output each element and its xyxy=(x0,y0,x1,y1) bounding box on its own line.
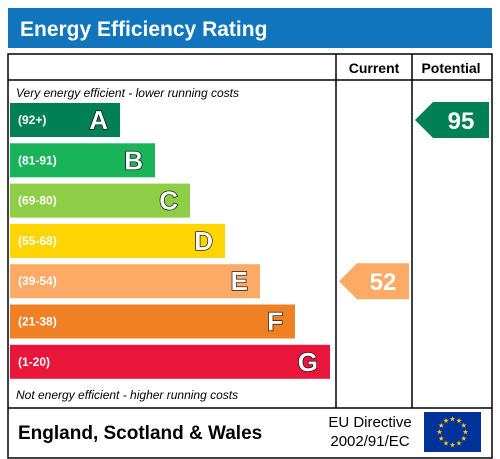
directive-line-1: EU Directive xyxy=(328,414,411,431)
band-letter-c: C xyxy=(159,186,178,216)
eu-star-icon xyxy=(438,422,444,428)
eu-star-icon xyxy=(443,417,449,424)
band-range-c: (69-80) xyxy=(18,194,57,208)
eu-star-icon xyxy=(449,442,456,448)
bottom-note: Not energy efficient - higher running co… xyxy=(16,388,238,402)
band-letter-b: B xyxy=(124,145,143,175)
current-score: 52 xyxy=(370,269,397,296)
top-note: Very energy efficient - lower running co… xyxy=(16,86,239,100)
band-letter-d: D xyxy=(194,226,213,256)
band-range-d: (55-68) xyxy=(18,234,57,248)
band-range-a: (92+) xyxy=(18,113,46,127)
eu-star-icon xyxy=(438,435,444,441)
band-bar-b xyxy=(10,143,155,178)
chart-frame xyxy=(7,53,493,459)
band-bar-c xyxy=(10,183,190,218)
band-range-f: (21-38) xyxy=(18,315,57,329)
band-bar-g xyxy=(10,344,330,379)
eu-star-icon xyxy=(443,440,449,446)
eu-star-icon xyxy=(449,416,456,422)
rating-bands: (92+) A (81-91) B (69-80) C (55-68) D (39-54) E (2… xyxy=(10,103,330,379)
potential-marker xyxy=(415,102,489,138)
band-range-b: (81-91) xyxy=(18,153,57,167)
eu-flag-icon xyxy=(424,412,481,452)
chart-title: Energy Efficiency Rating xyxy=(20,18,267,41)
region-label: England, Scotland & Wales xyxy=(18,423,262,444)
band-bar-d xyxy=(10,223,225,258)
eu-star-icon xyxy=(461,422,467,428)
title-bar xyxy=(8,8,492,48)
band-letter-e: E xyxy=(231,266,248,296)
eu-star-icon xyxy=(462,429,469,435)
potential-column-header: Potential xyxy=(421,60,480,76)
eu-star-icon xyxy=(436,429,443,435)
band-bar-a xyxy=(10,103,120,137)
band-bar-f xyxy=(10,304,295,339)
band-range-e: (39-54) xyxy=(18,274,57,288)
current-marker xyxy=(339,263,409,300)
eu-star-icon xyxy=(461,435,467,441)
band-bar-e xyxy=(10,264,260,299)
rating-markers: 52 95 xyxy=(339,102,489,300)
eu-star-icon xyxy=(456,440,462,446)
potential-score: 95 xyxy=(448,108,475,135)
band-range-g: (1-20) xyxy=(18,355,50,369)
band-letter-g: G xyxy=(298,347,318,377)
band-letter-a: A xyxy=(89,105,108,135)
directive-line-2: 2002/91/EC xyxy=(330,433,409,450)
eu-star-icon xyxy=(456,417,462,424)
current-column-header: Current xyxy=(349,60,400,76)
band-letter-f: F xyxy=(267,307,283,337)
